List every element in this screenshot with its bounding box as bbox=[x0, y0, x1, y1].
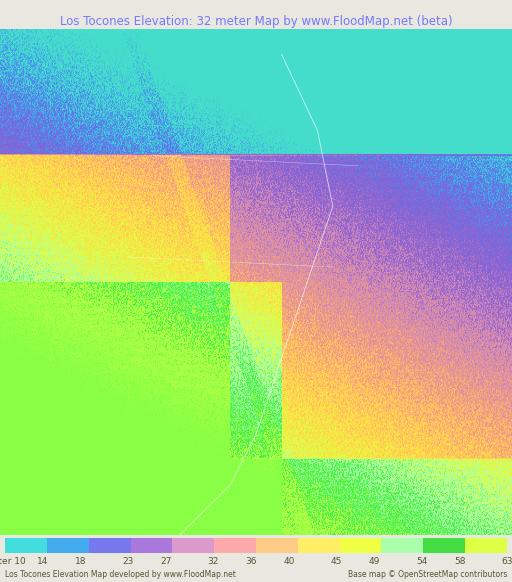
Bar bbox=[381, 538, 423, 553]
Bar bbox=[423, 538, 465, 553]
Bar bbox=[5, 538, 47, 553]
Text: 23: 23 bbox=[122, 557, 134, 566]
Text: meter 10: meter 10 bbox=[0, 557, 26, 566]
Text: 54: 54 bbox=[416, 557, 428, 566]
Bar bbox=[465, 538, 507, 553]
Text: 27: 27 bbox=[160, 557, 172, 566]
Bar bbox=[339, 538, 381, 553]
Text: 32: 32 bbox=[208, 557, 219, 566]
Text: Los Tocones Elevation: 32 meter Map by www.FloodMap.net (beta): Los Tocones Elevation: 32 meter Map by w… bbox=[60, 15, 452, 27]
Text: 36: 36 bbox=[246, 557, 257, 566]
Text: Los Tocones Elevation Map developed by www.FloodMap.net: Los Tocones Elevation Map developed by w… bbox=[5, 570, 236, 579]
Text: 49: 49 bbox=[369, 557, 380, 566]
Text: 58: 58 bbox=[454, 557, 465, 566]
Text: Base map © OpenStreetMap contributors: Base map © OpenStreetMap contributors bbox=[348, 570, 507, 579]
Bar bbox=[214, 538, 256, 553]
Bar bbox=[89, 538, 131, 553]
Bar bbox=[173, 538, 214, 553]
Text: 18: 18 bbox=[75, 557, 87, 566]
Text: 14: 14 bbox=[37, 557, 49, 566]
Bar bbox=[131, 538, 173, 553]
Bar bbox=[298, 538, 339, 553]
Text: 45: 45 bbox=[331, 557, 342, 566]
Text: 40: 40 bbox=[284, 557, 295, 566]
Bar bbox=[47, 538, 89, 553]
Text: 63: 63 bbox=[501, 557, 512, 566]
Bar bbox=[256, 538, 298, 553]
